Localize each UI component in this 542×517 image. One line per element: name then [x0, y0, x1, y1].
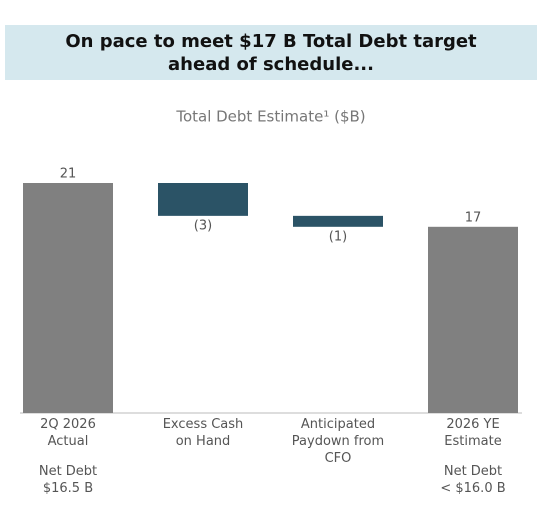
- value-label: (3): [194, 218, 212, 233]
- x-tick-label: Excess Cash on Hand: [162, 417, 244, 449]
- category-note: Net Debt < $16.0 B: [440, 464, 506, 496]
- bar: [293, 215, 383, 227]
- bar: [23, 183, 113, 413]
- x-tick-label: 2026 YE Estimate: [444, 417, 502, 449]
- value-label: 17: [465, 210, 482, 225]
- x-tick-label: Anticipated Paydown from CFO: [291, 417, 385, 466]
- value-label: (1): [329, 229, 347, 244]
- bar: [428, 226, 518, 413]
- x-tick-label: 2Q 2026 Actual: [40, 417, 96, 449]
- value-label: 21: [60, 167, 77, 182]
- category-note: Net Debt $16.5 B: [38, 464, 98, 496]
- chart-title: Total Debt Estimate¹ ($B): [175, 108, 365, 126]
- bar: [158, 183, 248, 216]
- headline: On pace to meet $17 B Total Debt target …: [5, 25, 537, 80]
